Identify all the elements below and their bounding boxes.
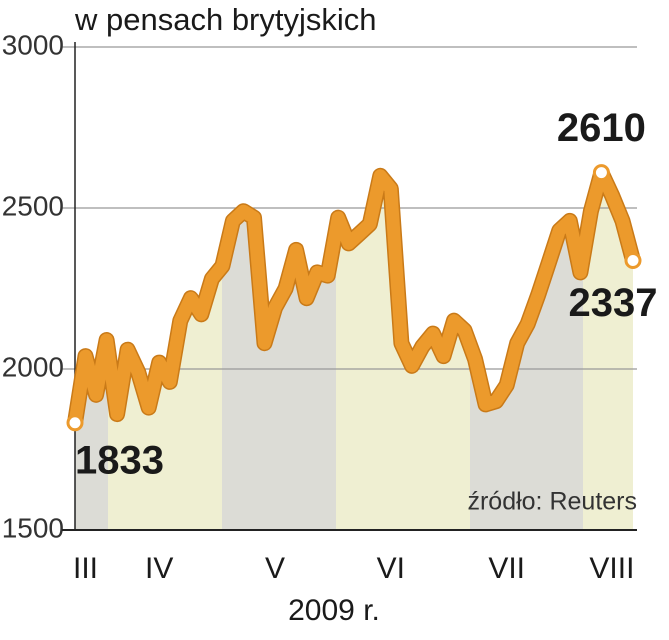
- data-label: 2610: [557, 106, 646, 150]
- x-axis-label: 2009 r.: [288, 594, 380, 627]
- chart-title: w pensach brytyjskich: [74, 2, 377, 37]
- x-tick-label: VII: [488, 552, 525, 585]
- point-marker: [592, 164, 610, 182]
- point-marker: [66, 414, 84, 432]
- source: źródło: Reuters: [467, 488, 637, 516]
- x-tick-label: IV: [145, 552, 173, 585]
- point-marker: [624, 251, 642, 269]
- y-tick-label: 2000: [2, 351, 64, 382]
- x-tick-label: V: [265, 552, 285, 585]
- x-tick-label: VIII: [589, 552, 634, 585]
- y-tick-label: 1500: [2, 512, 64, 543]
- x-tick-label: III: [73, 552, 98, 585]
- line: [68, 166, 640, 430]
- y-tick-label: 3000: [2, 29, 64, 60]
- x-tick-label: VI: [377, 552, 405, 585]
- data-label: 2337: [569, 281, 658, 325]
- data-label: 1833: [75, 438, 164, 482]
- y-tick-label: 2500: [2, 190, 64, 221]
